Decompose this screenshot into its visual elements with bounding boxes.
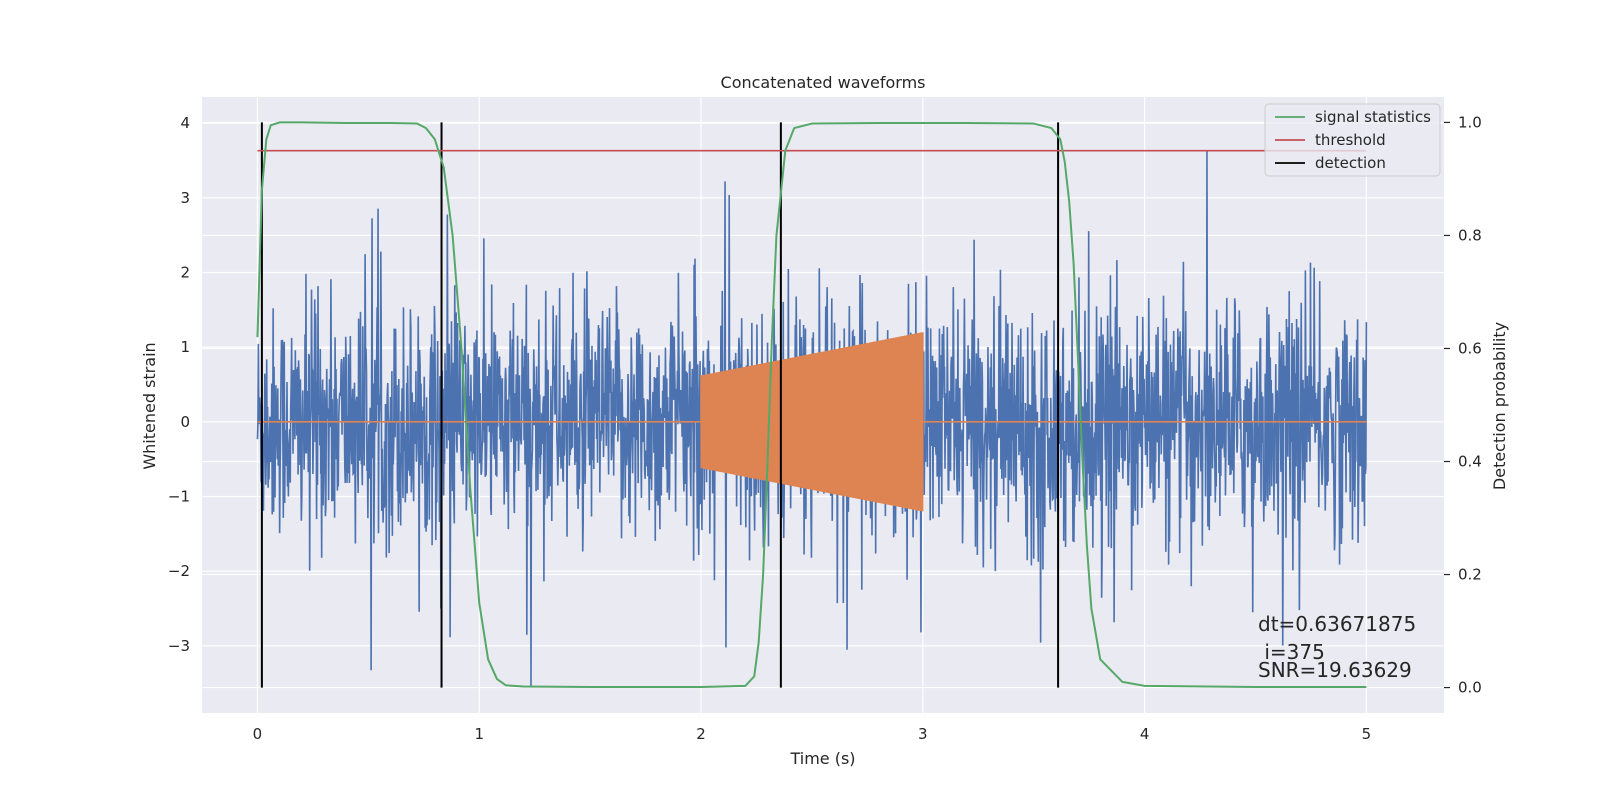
y-right-tick-label-1: 0.2 (1458, 566, 1482, 584)
legend: signal statistics threshold detection (1264, 103, 1441, 177)
y-tick-label-3: 0 (180, 413, 190, 431)
annotation-dt: dt=0.63671875 (1258, 612, 1416, 636)
y-axis-ticks: −3 −2 −1 0 1 2 3 4 (168, 114, 190, 655)
y-tick-label-7: 4 (180, 114, 190, 132)
y-right-tick-label-0: 0.0 (1458, 679, 1482, 697)
y-axis-label: Whitened strain (140, 342, 159, 469)
x-axis-ticks: 0 1 2 3 4 5 (253, 725, 1371, 743)
y-tick-label-0: −3 (168, 637, 190, 655)
y-right-tick-label-2: 0.4 (1458, 453, 1482, 471)
y-axis-right-ticks: 0.0 0.2 0.4 0.6 0.8 1.0 (1444, 113, 1482, 697)
legend-label-signal-statistics: signal statistics (1315, 108, 1431, 126)
x-tick-label-5: 5 (1362, 725, 1372, 743)
x-tick-label-0: 0 (253, 725, 263, 743)
x-axis-label: Time (s) (789, 749, 855, 768)
chart-title: Concatenated waveforms (721, 73, 926, 92)
series-line-injection (257, 332, 1367, 512)
y-right-tick-label-4: 0.8 (1458, 226, 1482, 244)
plot-content (256, 121, 1368, 688)
y-tick-label-1: −2 (168, 562, 190, 580)
y-tick-label-2: −1 (168, 487, 190, 505)
legend-box (1264, 103, 1441, 177)
y-tick-label-5: 2 (180, 263, 190, 281)
x-tick-label-2: 2 (696, 725, 706, 743)
y-right-tick-label-3: 0.6 (1458, 339, 1482, 357)
y-tick-label-6: 3 (180, 189, 190, 207)
grid (202, 97, 1444, 713)
y-axis-right-label: Detection probability (1490, 322, 1509, 490)
legend-label-detection: detection (1315, 154, 1386, 172)
y-tick-label-4: 1 (180, 338, 190, 356)
x-tick-label-1: 1 (474, 725, 484, 743)
x-tick-label-3: 3 (918, 725, 928, 743)
annotation-index: i=375 (1258, 640, 1325, 664)
y-right-tick-label-5: 1.0 (1458, 113, 1482, 131)
legend-label-threshold: threshold (1315, 131, 1386, 149)
x-tick-label-4: 4 (1140, 725, 1150, 743)
series-line-signal-statistics (256, 121, 1367, 688)
annotation-snr: SNR=19.63629 (1258, 658, 1412, 682)
